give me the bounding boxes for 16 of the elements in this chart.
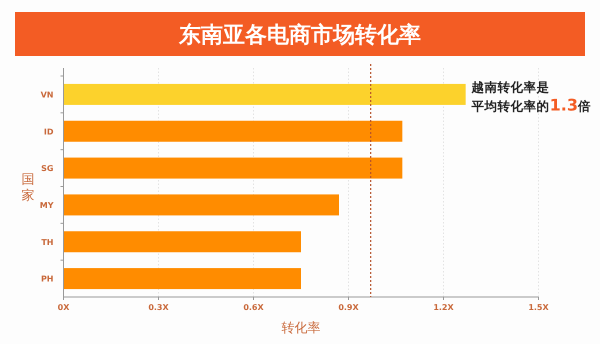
x-tick-label: 0.6X bbox=[243, 303, 264, 312]
x-tick-label: 0.3X bbox=[148, 303, 170, 312]
y-axis-title: 国家 bbox=[22, 172, 34, 204]
x-tick-label: 1.5X bbox=[528, 303, 550, 312]
y-tick-label: VN bbox=[40, 90, 54, 100]
y-tick-label: SG bbox=[41, 164, 54, 174]
y-tick-label: PH bbox=[40, 274, 54, 284]
y-tick-label: MY bbox=[40, 200, 54, 210]
x-axis-title: 转化率 bbox=[282, 320, 320, 336]
y-tick-label: TH bbox=[41, 238, 54, 247]
y-tick-label: ID bbox=[44, 127, 54, 136]
annotation: 越南转化率是平均转化率的1.3倍 bbox=[470, 79, 592, 114]
x-tick-label: 0X bbox=[58, 303, 70, 312]
chart-title: 东南亚各电商市场转化率 bbox=[178, 22, 421, 48]
x-tick-label: 1.2X bbox=[433, 303, 454, 312]
x-tick-label: 0.9X bbox=[338, 303, 360, 312]
